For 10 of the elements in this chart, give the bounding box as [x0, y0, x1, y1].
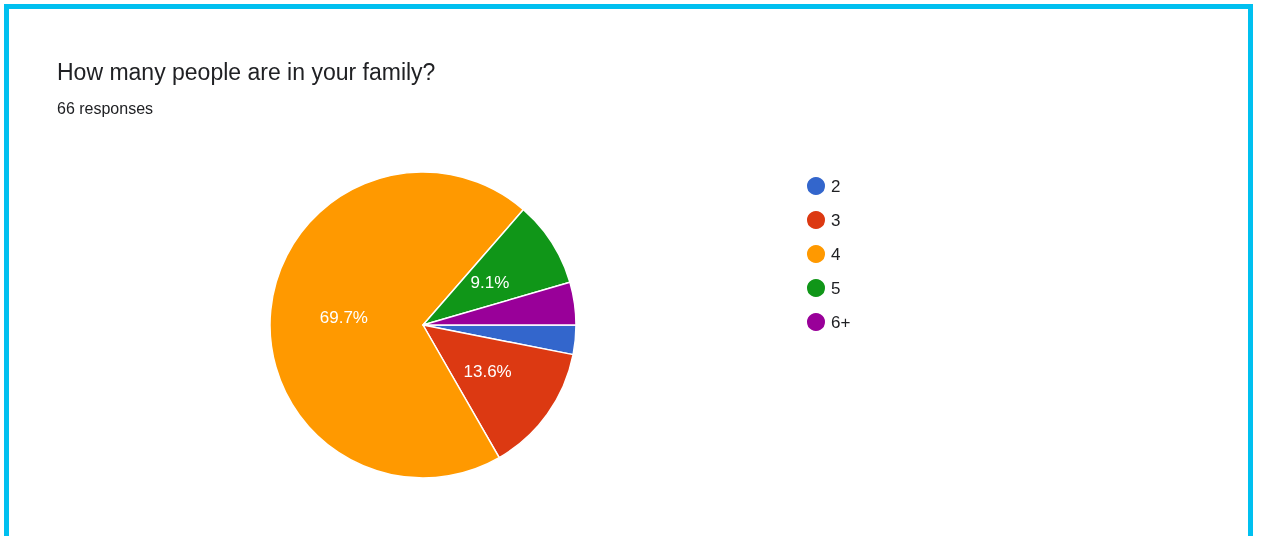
data-label: 69.7%	[319, 307, 368, 327]
legend-label: 2	[831, 176, 841, 196]
text: 66 responses	[57, 99, 154, 117]
data-label: 9.1%	[470, 272, 510, 292]
chart-title: How many people are in your family?	[57, 58, 436, 85]
legend-label: 6+	[831, 312, 851, 332]
legend-label: 5	[831, 278, 841, 298]
legend-label: 3	[831, 210, 841, 230]
legend-label: 4	[831, 244, 841, 264]
data-label: 13.6%	[463, 361, 512, 381]
